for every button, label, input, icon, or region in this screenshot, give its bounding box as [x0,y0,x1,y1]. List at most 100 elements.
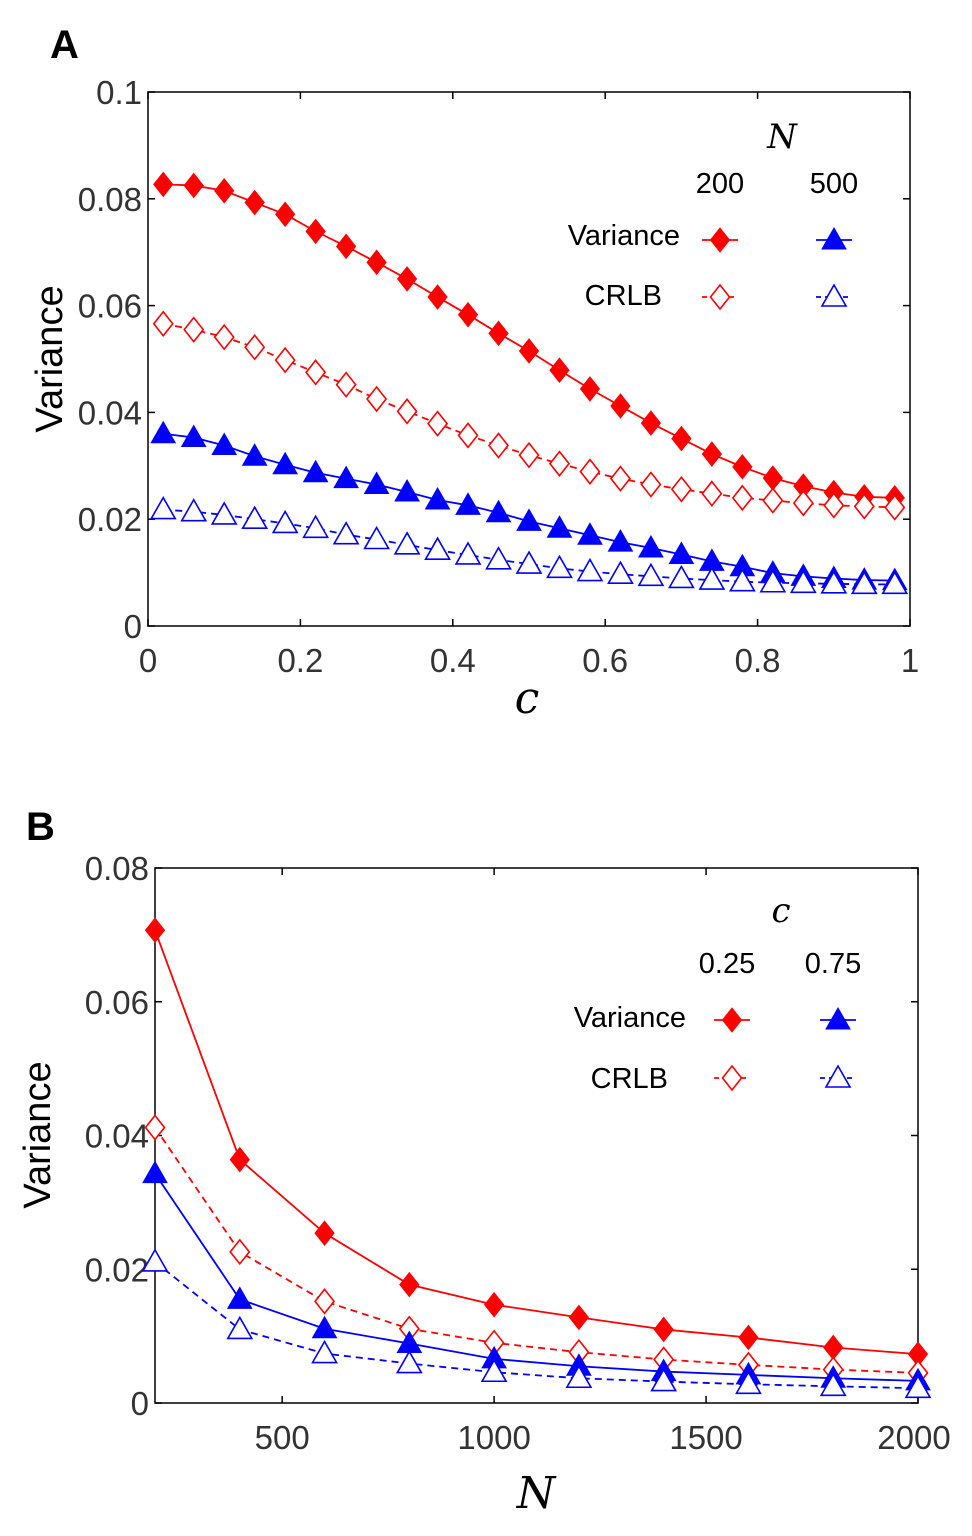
data-point [881,570,909,595]
data-point [142,1160,168,1184]
data-point [850,570,878,595]
data-point [549,357,570,384]
legend-marks-a [702,226,852,311]
data-point [311,1315,338,1339]
data-point [213,323,235,351]
series-4 [149,495,909,595]
data-point [518,441,540,469]
data-point [515,550,543,574]
data-point [399,1271,420,1298]
x-tick-label: 0.6 [582,642,628,679]
data-point [548,450,571,477]
data-point [311,1339,338,1364]
y-tick-label: 0.02 [85,1251,149,1288]
x-tick-label: 0 [139,642,157,679]
data-point [305,359,327,386]
data-point [363,471,390,494]
data-point [576,557,604,582]
data-point [701,480,723,507]
data-point [637,562,665,587]
legend-mark-1 [702,227,738,253]
data-point [152,310,174,338]
data-point [568,1304,590,1331]
data-point [579,376,601,402]
data-point [904,1374,932,1399]
data-point [701,441,723,467]
data-point [728,568,756,592]
data-point [650,1367,678,1392]
data-point [480,1358,508,1383]
y-tick-label: 0.06 [78,288,142,325]
data-point [314,1220,335,1246]
plot-frame-b [154,867,919,1404]
data-point [180,424,207,447]
x-tick-label: 0.8 [735,642,781,679]
series-1 [144,917,929,1367]
data-point [211,432,238,456]
data-point [149,495,177,520]
series-group-b [141,917,932,1399]
legend-row-b-crlb: CRLB [591,1063,668,1095]
data-point [884,494,906,521]
axis-ticks-b: 0 0.02 0.04 0.06 0.08 500 1000 1500 2000 [85,850,951,1456]
data-point [488,320,509,347]
data-point [314,1288,336,1315]
data-point [653,1316,674,1343]
data-point [332,521,360,545]
data-point [457,301,479,328]
series-3 [142,1160,931,1391]
data-point [738,1324,759,1351]
data-point [483,1291,505,1318]
legend-marker [821,226,847,250]
data-point [516,508,542,531]
y-tick-label: 0.08 [85,850,149,887]
data-point [241,443,268,466]
data-point [241,505,269,530]
data-point [732,454,753,480]
data-point [607,560,634,585]
data-point [395,1349,423,1374]
legend-mark-2 [820,1006,856,1030]
data-point [244,333,266,361]
legend-marker [709,283,731,311]
data-point [607,529,634,552]
data-point [144,917,166,943]
data-point [638,535,664,558]
x-axis-label-a: c [515,673,540,724]
data-point [546,554,573,579]
data-point [640,410,662,436]
legend-marker [709,227,731,253]
data-point [759,569,787,593]
legend-a: N 200 500 Variance CRLB [568,117,859,312]
data-point [853,493,875,520]
data-point [668,564,695,589]
y-tick-label: 0 [124,608,142,645]
data-point [668,541,695,564]
data-point [226,1286,253,1309]
series-line [154,1126,919,1374]
legend-marker [824,1064,852,1088]
data-point [762,465,783,491]
data-point [670,476,692,503]
data-point [396,398,418,425]
y-tick-label: 0.04 [78,394,142,431]
data-point [424,536,451,560]
data-point [333,465,359,489]
legend-mark-4 [816,283,852,307]
legend-marker [721,1007,743,1033]
chart-panel-b: B 0 0.02 0.04 0.06 0.08 500 1000 1500 2000 Varia… [17,805,951,1519]
data-point [610,393,631,419]
legend-marker [721,1064,743,1092]
data-point [731,484,753,512]
legend-marker [820,283,848,307]
data-point [363,525,390,550]
data-point [819,1372,847,1397]
y-tick-label: 0.04 [85,1118,149,1155]
legend-mark-1 [714,1007,750,1033]
data-point [579,458,601,485]
data-point [150,420,177,444]
legend-row-b-variance: Variance [574,1002,686,1034]
x-tick-label: 1000 [457,1419,530,1456]
data-point [226,1315,254,1340]
data-point [153,171,174,198]
